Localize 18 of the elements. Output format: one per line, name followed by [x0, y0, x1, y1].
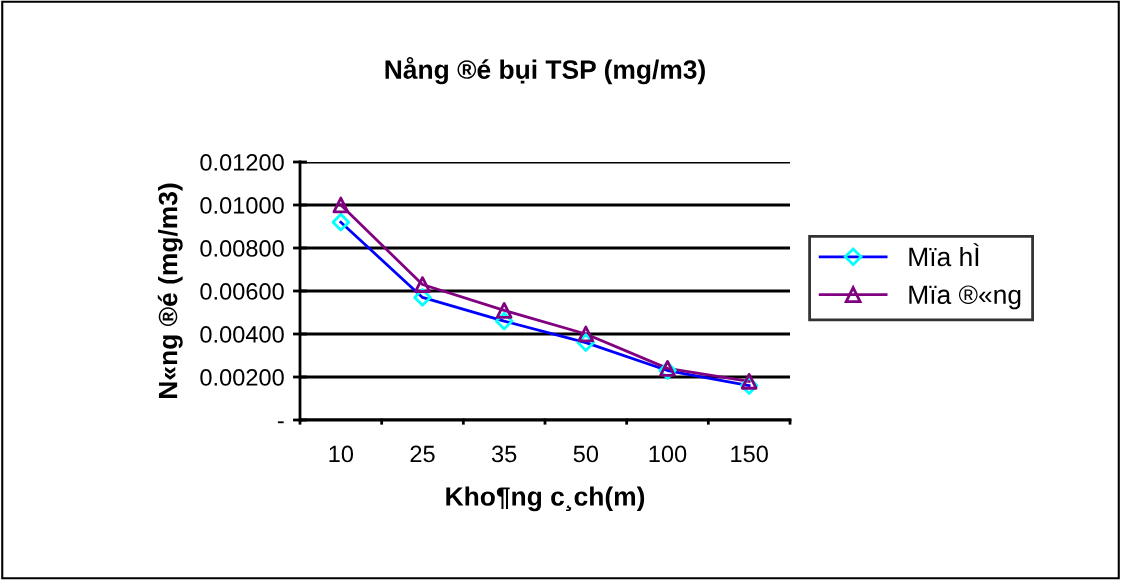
x-tick-label: 100 — [649, 445, 687, 463]
chart-title: Nång ®é bụi TSP (mg/m3) — [385, 56, 705, 85]
y-axis-title: N«ng ®é (mg/m3) — [157, 183, 183, 398]
y-tick-label: 0.00200 — [200, 369, 284, 386]
legend-label: Mïa ®«ng — [909, 285, 1021, 310]
x-tick-label: 10 — [329, 445, 354, 463]
x-tick-label: 50 — [573, 445, 599, 463]
y-tick-label: 0.01200 — [200, 154, 284, 171]
y-tick-label: 0.00600 — [200, 283, 284, 300]
x-axis-title: Kho¶ng c¸ch(m) — [446, 486, 645, 512]
y-tick-label: - — [277, 421, 284, 424]
x-tick-label: 150 — [731, 445, 768, 463]
y-tick-label: 0.01000 — [200, 197, 284, 214]
legend-label: Mïa hÌ — [909, 243, 979, 267]
y-tick-label: 0.00800 — [200, 240, 284, 257]
x-tick-label: 35 — [491, 445, 517, 463]
y-tick-label: 0.00400 — [200, 326, 284, 343]
x-tick-label: 25 — [410, 445, 435, 463]
